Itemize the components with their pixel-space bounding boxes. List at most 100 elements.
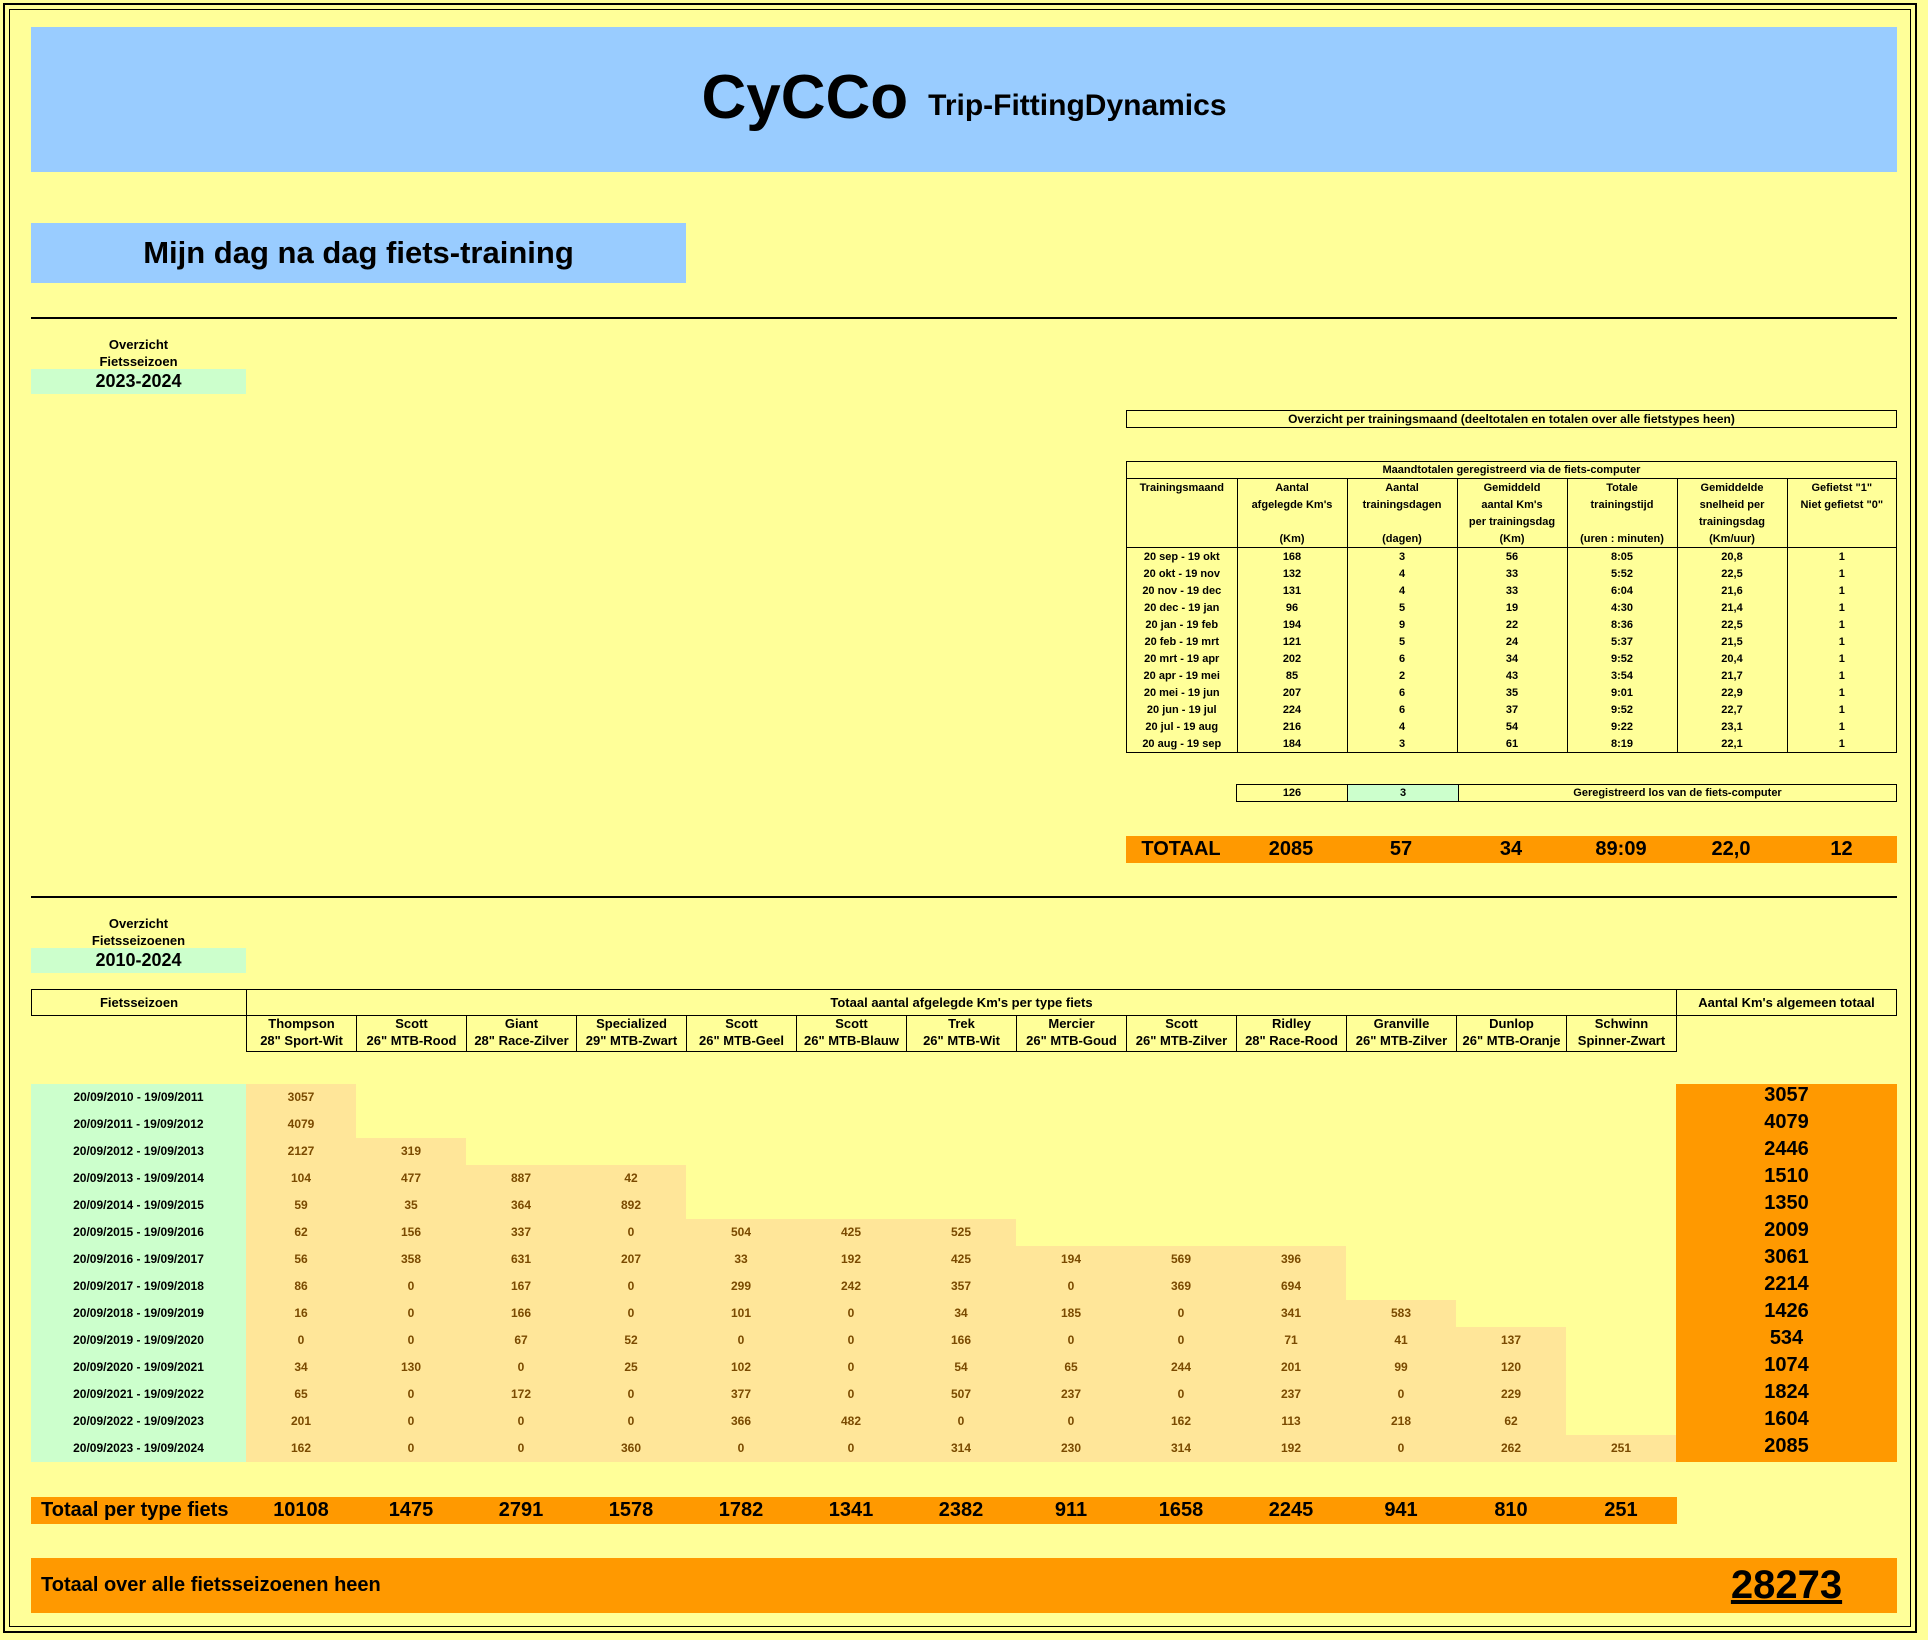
monthly-cell: 168 (1236, 547, 1347, 565)
bike-km-cell: 396 (1236, 1246, 1346, 1273)
monthly-cell: 20 jul - 19 aug (1145, 720, 1219, 733)
season-label: 20/09/2016 - 19/09/2017 (31, 1246, 246, 1273)
inner-frame (9, 9, 1911, 1627)
monthly-cell: 1 (1786, 718, 1896, 735)
page-title: Mijn dag na dag fiets-training (31, 223, 686, 283)
monthly-column-header (1786, 530, 1896, 548)
total-avg: 34 (1499, 838, 1523, 860)
bike-km-cell: 0 (1016, 1273, 1126, 1300)
bike-km-cell: 0 (576, 1300, 686, 1327)
season-total: 1604 (1676, 1408, 1897, 1435)
bike-km-cell: 0 (1126, 1327, 1236, 1354)
monthly-cell: 56 (1456, 547, 1567, 565)
bike-km-cell: 358 (356, 1246, 466, 1273)
monthly-row: 20 dec - 19 jan 96 5 19 4:30 21,4 1 (1127, 599, 1896, 616)
type-total-value: 2791 (498, 1499, 544, 1521)
bike-km-cell: 319 (356, 1138, 466, 1165)
monthly-column-header: (Km) (1236, 530, 1347, 548)
bike-km-cell: 218 (1346, 1408, 1456, 1435)
bike-km-cell: 0 (356, 1327, 466, 1354)
type-total-value: 2382 (938, 1499, 984, 1521)
total-time: 89:09 (1595, 838, 1647, 860)
season-overview-label: Overzicht Fietsseizoen (99, 337, 178, 369)
bike-km-cell: 192 (1236, 1435, 1346, 1462)
monthly-cell: 33 (1456, 565, 1567, 582)
app-subtitle: Trip-FittingDynamics (928, 88, 1227, 122)
monthly-column-header (1786, 513, 1896, 530)
monthly-header-row: afgelegde Km's trainingsdagen aantal Km's t… (1127, 496, 1896, 513)
separate-days: 3 (1348, 785, 1459, 801)
season-label: 20/09/2022 - 19/09/2023 (31, 1408, 246, 1435)
bike-km-cell: 162 (1126, 1408, 1236, 1435)
season-total: 2009 (1676, 1219, 1897, 1246)
monthly-cell: 22,1 (1676, 735, 1787, 752)
monthly-cell: 85 (1236, 667, 1347, 684)
bike-km-cell: 35 (356, 1192, 466, 1219)
monthly-cell: 21,6 (1676, 582, 1787, 599)
monthly-cell: 20 mrt - 19 apr (1144, 652, 1220, 665)
monthly-cell: 1 (1786, 684, 1896, 701)
bike-brand: Scott (835, 1016, 868, 1031)
season-total: 2446 (1676, 1138, 1897, 1165)
monthly-cell: 22,5 (1676, 616, 1787, 633)
monthly-header-row: (Km) (dagen) (Km) (uren : minuten) (Km/uur) (1127, 530, 1896, 548)
monthly-row: 20 jan - 19 feb 194 9 22 8:36 22,5 1 (1127, 616, 1896, 633)
season-total: 3057 (1676, 1084, 1897, 1111)
monthly-column-header: (uren : minuten) (1566, 530, 1677, 548)
monthly-cell: 1 (1786, 565, 1896, 582)
monthly-column-header: (Km) (1456, 530, 1567, 548)
season-label: 20/09/2010 - 19/09/2011 (31, 1084, 246, 1111)
monthly-body: 20 sep - 19 okt 168 3 56 8:05 20,8 1 20 okt - 1… (1127, 547, 1896, 752)
monthly-cell: 6 (1346, 701, 1457, 718)
monthly-cell: 9:52 (1566, 701, 1677, 718)
type-total-value: 1341 (828, 1499, 874, 1521)
monthly-column-header: (dagen) (1346, 530, 1457, 548)
season-total: 2214 (1676, 1273, 1897, 1300)
bike-type-header: Scott 26" MTB-Blauw (796, 1015, 907, 1052)
type-total-value: 911 (1054, 1499, 1088, 1521)
monthly-cell: 20 mei - 19 jun (1143, 686, 1220, 699)
bike-km-cell: 0 (356, 1408, 466, 1435)
monthly-row: 20 jun - 19 jul 224 6 37 9:52 22,7 1 (1127, 701, 1896, 718)
app-name: CyCCo (701, 63, 909, 132)
bike-brand: Scott (395, 1016, 428, 1031)
monthly-cell: 3 (1346, 547, 1457, 565)
bike-km-cell: 482 (796, 1408, 906, 1435)
monthly-header-row: per trainingsdag trainingsdag (1127, 513, 1896, 530)
monthly-cell: 224 (1236, 701, 1347, 718)
monthly-cell: 43 (1456, 667, 1567, 684)
monthly-cell: 9:52 (1566, 650, 1677, 667)
bike-brand: Dunlop (1489, 1016, 1534, 1031)
total-label: TOTAAL (1141, 838, 1221, 860)
monthly-column-header: afgelegde Km's (1236, 496, 1347, 513)
bike-km-cell: 99 (1346, 1354, 1456, 1381)
bike-km-cell: 369 (1126, 1273, 1236, 1300)
bike-model: 28" Sport-Wit (260, 1033, 343, 1048)
seasons-overview-label: Overzicht Fietsseizoenen (91, 916, 186, 948)
bike-km-cell: 172 (466, 1381, 576, 1408)
bike-km-cell: 101 (686, 1300, 796, 1327)
type-totals-label: Totaal per type fiets (41, 1499, 229, 1521)
season-total: 1074 (1676, 1354, 1897, 1381)
monthly-cell: 20 jan - 19 feb (1145, 618, 1219, 631)
monthly-row: 20 mrt - 19 apr 202 6 34 9:52 20,4 1 (1127, 650, 1896, 667)
bike-km-cell: 113 (1236, 1408, 1346, 1435)
bike-km-cell: 583 (1346, 1300, 1456, 1327)
monthly-cell: 184 (1236, 735, 1347, 752)
bike-km-cell: 41 (1346, 1327, 1456, 1354)
bike-km-cell: 251 (1566, 1435, 1676, 1462)
monthly-grid: Trainingsmaand Aantal Aantal Gemiddeld Total… (1127, 479, 1896, 752)
monthly-cell: 194 (1236, 616, 1347, 633)
monthly-cell: 5 (1346, 599, 1457, 616)
bike-type-header: Schwinn Spinner-Zwart (1566, 1015, 1677, 1052)
bike-km-cell: 237 (1016, 1381, 1126, 1408)
monthly-column-header: trainingsdagen (1346, 496, 1457, 513)
monthly-cell: 19 (1456, 599, 1567, 616)
monthly-cell: 22,9 (1676, 684, 1787, 701)
bike-km-cell: 86 (246, 1273, 356, 1300)
bike-km-cell: 525 (906, 1219, 1016, 1246)
bike-km-cell: 56 (246, 1246, 356, 1273)
monthly-cell: 1 (1786, 650, 1896, 667)
bike-km-cell: 887 (466, 1165, 576, 1192)
bike-km-cell: 0 (576, 1381, 686, 1408)
